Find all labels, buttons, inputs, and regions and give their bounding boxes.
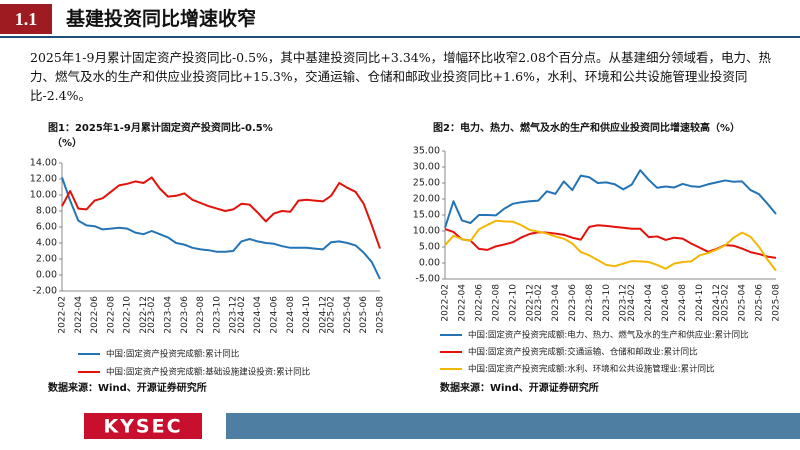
x-tick-label: 2024-04 (253, 296, 263, 334)
y-tick-label: 6.00 (36, 222, 57, 233)
x-tick-label: 2025-06 (755, 284, 765, 322)
series-line (444, 224, 777, 259)
x-tick-label: 2023-12 (619, 284, 629, 322)
y-tick-label: 8.00 (36, 206, 57, 217)
chart-title: 图2：电力、热力、燃气及水的生产和供应业投资同比增速较高（%） (433, 121, 740, 134)
x-tick-label: 2025-04 (738, 284, 748, 322)
chart-unit: （%） (52, 136, 82, 149)
x-tick-label: 2025-08 (772, 284, 782, 322)
y-tick-label: -2.00 (32, 286, 57, 297)
y-tick-label: 14.00 (30, 158, 57, 169)
y-tick-label: -5.00 (415, 274, 440, 285)
x-tick-label: 2024-08 (678, 284, 688, 322)
x-tick-label: 2023-04 (551, 284, 561, 322)
x-tick-label: 2022-12 (525, 284, 535, 322)
y-tick-label: 10.00 (30, 190, 57, 201)
legend-label: 中国:固定资产投资完成额:交通运输、仓储和邮政业:累计同比 (468, 347, 698, 358)
x-tick-label: 2025-02 (327, 296, 337, 334)
y-tick-label: 0.00 (419, 258, 440, 269)
x-tick-label: 2025-06 (359, 296, 369, 334)
x-tick-label: 2022-10 (508, 284, 518, 322)
y-tick-label: 10.00 (413, 226, 440, 237)
y-tick-label: 2.00 (36, 254, 57, 265)
x-tick-label: 2022-08 (106, 296, 116, 334)
x-tick-label: 2025-02 (721, 284, 731, 322)
y-tick-label: 4.00 (36, 238, 57, 249)
y-tick-label: 15.00 (413, 210, 440, 221)
footer-bar (226, 413, 800, 439)
x-tick-label: 2023-08 (585, 284, 595, 322)
x-tick-label: 2022-10 (123, 296, 133, 334)
x-tick-label: 2024-04 (644, 284, 654, 322)
x-tick-label: 2023-04 (164, 296, 174, 334)
x-tick-label: 2023-02 (534, 284, 544, 322)
logo: KYSEC (103, 416, 182, 438)
x-tick-label: 2023-02 (147, 296, 157, 334)
chart-source: 数据来源：Wind、开源证券研究所 (440, 381, 599, 394)
x-tick-label: 2023-06 (180, 296, 190, 334)
x-tick-label: 2022-04 (457, 284, 467, 322)
legend-label: 中国:固定资产投资完成额:基础设施建设投资:累计同比 (106, 367, 310, 378)
legend-label: 中国:固定资产投资完成额:水利、环境和公共设施管理业:累计同比 (468, 364, 715, 375)
x-tick-label: 2024-06 (270, 296, 280, 334)
y-tick-label: 0.00 (36, 270, 57, 281)
x-tick-label: 2023-10 (602, 284, 612, 322)
legend-label: 中国:固定资产投资完成额:累计同比 (106, 349, 239, 360)
x-tick-label: 2025-08 (376, 296, 386, 334)
x-tick-label: 2022-06 (90, 296, 100, 334)
chart-title: 图1：2025年1-9月累计固定资产投资同比-0.5% (48, 121, 273, 134)
x-tick-label: 2024-08 (286, 296, 296, 334)
x-tick-label: 2022-12 (139, 296, 149, 334)
x-tick-label: 2024-12 (712, 284, 722, 322)
x-tick-label: 2022-08 (491, 284, 501, 322)
body-text: 2025年1-9月累计固定资产投资同比-0.5%，其中基建投资同比+3.34%，… (30, 50, 771, 103)
x-tick-label: 2022-06 (474, 284, 484, 322)
y-tick-label: 30.00 (413, 162, 440, 173)
header-rule (0, 36, 800, 38)
series-line (61, 177, 381, 280)
section-number: 1.1 (0, 4, 52, 34)
x-tick-label: 2024-10 (302, 296, 312, 334)
logo-box (84, 413, 202, 439)
section-title: 基建投资同比增速收窄 (66, 8, 257, 30)
x-tick-label: 2024-12 (318, 296, 328, 334)
x-tick-label: 2023-12 (229, 296, 239, 334)
series-line (61, 176, 381, 249)
x-tick-label: 2025-04 (343, 296, 353, 334)
y-tick-label: 25.00 (413, 178, 440, 189)
x-tick-label: 2022-02 (58, 296, 68, 334)
legend-label: 中国:固定资产投资完成额:电力、热力、燃气及水的生产和供应业:累计同比 (468, 330, 749, 341)
y-tick-label: 12.00 (30, 174, 57, 185)
series-line (444, 219, 777, 272)
y-tick-label: 35.00 (413, 146, 440, 157)
series-line (444, 169, 777, 229)
x-tick-label: 2022-02 (441, 284, 451, 322)
x-tick-label: 2024-06 (661, 284, 671, 322)
x-tick-label: 2023-10 (212, 296, 222, 334)
x-tick-label: 2024-02 (627, 284, 637, 322)
chart-source: 数据来源：Wind、开源证券研究所 (48, 381, 207, 394)
x-tick-label: 2022-04 (74, 296, 84, 334)
x-tick-label: 2024-10 (695, 284, 705, 322)
x-tick-label: 2023-08 (196, 296, 206, 334)
x-tick-label: 2024-02 (237, 296, 247, 334)
y-tick-label: 20.00 (413, 194, 440, 205)
x-tick-label: 2023-06 (568, 284, 578, 322)
y-tick-label: 5.00 (419, 242, 440, 253)
